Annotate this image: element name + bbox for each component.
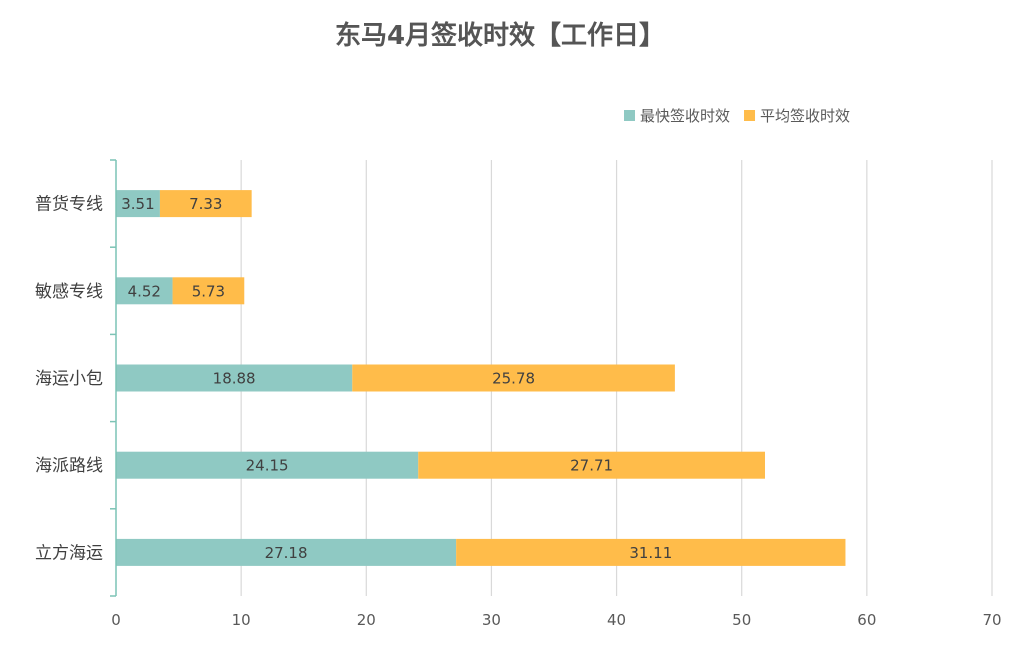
data-label: 18.88 (213, 370, 256, 388)
x-tick-label: 50 (732, 611, 751, 629)
x-tick-label: 60 (857, 611, 876, 629)
data-label: 7.33 (189, 195, 222, 213)
data-labels: 3.51 7.33 4.52 5.73 18.88 25.78 24.15 27.71 27.1… (121, 195, 672, 562)
bar-average-delivery (456, 538, 846, 566)
category-label: 海派路线 (35, 456, 103, 476)
data-label: 3.51 (121, 195, 154, 213)
data-label: 5.73 (192, 282, 225, 300)
category-label: 普货专线 (35, 195, 103, 215)
category-label: 立方海运 (35, 543, 103, 563)
legend-label-average: 平均签收时效 (760, 107, 850, 125)
bar-average-delivery (418, 451, 765, 479)
bar-fastest-delivery (116, 451, 419, 479)
category-axis (110, 159, 117, 597)
legend-label-fastest: 最快签收时效 (640, 107, 730, 125)
bar-fastest-delivery (116, 190, 160, 218)
legend-swatch-average (744, 110, 756, 121)
value-axis-ticks: 0 10 20 30 40 50 60 70 (111, 611, 1001, 629)
x-tick-label: 0 (111, 611, 121, 629)
x-tick-label: 40 (607, 611, 626, 629)
chart-title: 东马4月签收时效【工作日】 (335, 20, 665, 51)
bar-fastest-delivery (116, 364, 353, 392)
bar-average-delivery (352, 364, 675, 392)
bar-average-delivery (172, 277, 245, 305)
x-tick-label: 20 (357, 611, 376, 629)
legend-swatch-fastest (624, 110, 635, 121)
category-label: 敏感专线 (35, 282, 103, 302)
bar-average-delivery (159, 190, 252, 218)
x-tick-label: 70 (982, 611, 1001, 629)
data-label: 25.78 (492, 370, 535, 388)
data-label: 31.11 (629, 544, 672, 562)
chart-legend: 最快签收时效 平均签收时效 (624, 107, 850, 125)
category-label: 海运小包 (35, 369, 103, 389)
data-label: 27.18 (265, 544, 308, 562)
bar-fastest-delivery (116, 538, 457, 566)
x-tick-label: 10 (232, 611, 251, 629)
x-tick-label: 30 (482, 611, 501, 629)
data-label: 27.71 (570, 457, 613, 475)
bars (116, 190, 846, 566)
data-label: 4.52 (128, 282, 161, 300)
data-label: 24.15 (246, 457, 289, 475)
bar-fastest-delivery (116, 277, 173, 305)
